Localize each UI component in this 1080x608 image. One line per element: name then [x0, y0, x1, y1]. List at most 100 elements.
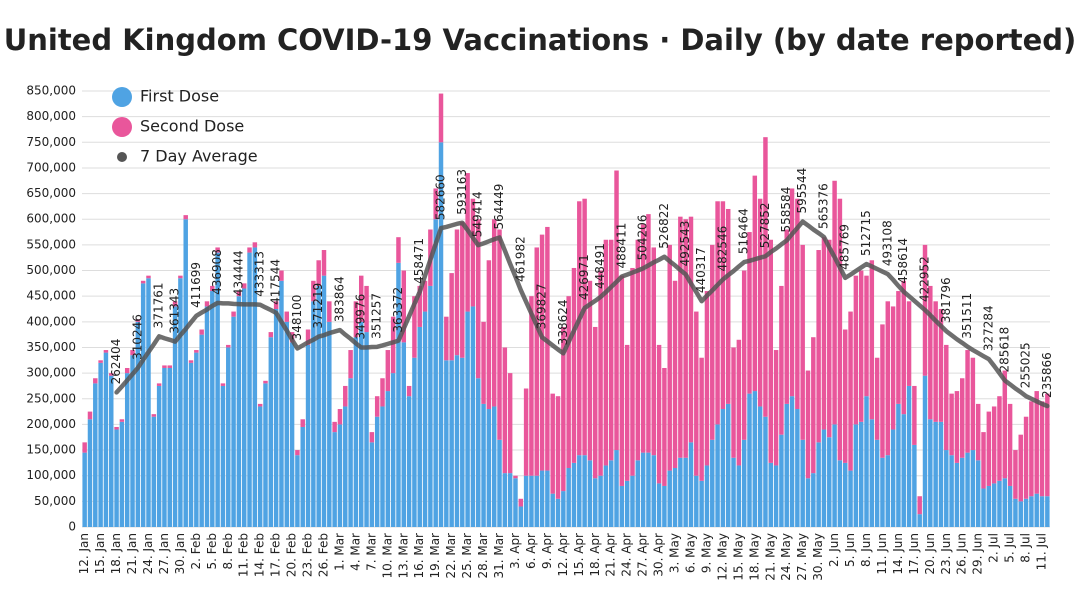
- x-tick-label: 30. May: [811, 533, 825, 581]
- bar: [438, 142, 444, 527]
- value-label: 255025: [1019, 342, 1033, 388]
- x-tick-label: 12. May: [715, 533, 729, 581]
- bar: [975, 403, 981, 461]
- x-tick-label: 28. Mar: [476, 533, 490, 579]
- bar: [635, 460, 641, 527]
- bar: [699, 357, 704, 481]
- x-tick-label: 17. Feb: [269, 533, 283, 577]
- y-tick-label: 300,000: [26, 366, 76, 380]
- value-label: 381796: [939, 277, 953, 323]
- bar: [130, 355, 135, 527]
- y-tick-label: 550,000: [26, 237, 76, 251]
- bar: [630, 267, 635, 476]
- bar: [672, 280, 678, 469]
- bar: [779, 285, 784, 435]
- bar: [247, 252, 252, 527]
- value-label: 363372: [391, 287, 405, 333]
- bar: [226, 347, 231, 527]
- bar: [364, 285, 369, 333]
- bar: [1029, 496, 1034, 527]
- x-tick-label: 22. Mar: [444, 533, 458, 579]
- bar: [827, 239, 832, 438]
- x-tick-label: 14. Feb: [253, 533, 267, 577]
- bar: [1045, 496, 1050, 527]
- bar: [795, 198, 800, 410]
- bar: [295, 450, 300, 456]
- value-label: 348100: [290, 295, 304, 341]
- bar: [327, 321, 332, 527]
- bar: [853, 424, 859, 527]
- bar: [768, 462, 774, 527]
- bar: [608, 239, 614, 461]
- value-label: 235866: [1040, 352, 1054, 398]
- value-label: 488411: [614, 223, 628, 269]
- bar: [928, 285, 933, 420]
- x-tick-label: 3. May: [668, 533, 682, 573]
- bar: [550, 393, 555, 494]
- bar: [646, 452, 651, 527]
- bar: [284, 311, 290, 322]
- value-label: 417544: [269, 259, 283, 305]
- value-label: 582660: [434, 174, 448, 220]
- bar: [715, 201, 720, 425]
- bar: [454, 229, 460, 356]
- y-tick-label: 0: [68, 520, 76, 534]
- value-label: 338624: [556, 299, 570, 345]
- x-tick-label: 7. Mar: [364, 533, 378, 571]
- bar: [667, 244, 672, 471]
- bar: [332, 421, 337, 433]
- bar: [353, 301, 359, 338]
- bar: [1023, 416, 1029, 499]
- bar: [912, 385, 917, 445]
- bar: [890, 306, 896, 430]
- bar: [827, 437, 832, 527]
- bar: [257, 406, 263, 527]
- bar: [710, 439, 715, 527]
- bar: [986, 411, 992, 486]
- bar: [518, 506, 524, 527]
- bar: [135, 319, 141, 322]
- x-tick-label: 24. May: [779, 533, 793, 581]
- bar: [646, 214, 651, 453]
- chart-title: United Kingdom COVID-19 Vaccinations · D…: [4, 23, 1077, 57]
- average-line: [114, 219, 1050, 409]
- bar: [869, 260, 875, 420]
- bar: [305, 344, 311, 527]
- bar: [640, 224, 646, 453]
- bar: [279, 270, 284, 281]
- bar: [369, 432, 375, 443]
- bar: [678, 457, 683, 527]
- bar: [87, 411, 93, 420]
- bar: [928, 419, 933, 527]
- bar: [178, 275, 183, 279]
- bar: [587, 280, 593, 461]
- value-label: 285618: [997, 327, 1011, 373]
- bar: [757, 198, 763, 407]
- bar: [837, 460, 843, 527]
- x-tick-label: 5. Jun: [843, 533, 857, 567]
- bar: [752, 175, 758, 392]
- bar: [146, 275, 151, 279]
- bar: [215, 247, 220, 253]
- x-tick-label: 11. Feb: [237, 533, 251, 577]
- bar: [1007, 403, 1013, 486]
- bar: [523, 388, 529, 476]
- x-tick-label: 1. Mar: [332, 533, 346, 571]
- bar: [864, 396, 869, 527]
- bar: [741, 270, 747, 440]
- y-tick-label: 850,000: [26, 84, 76, 98]
- bar: [353, 337, 359, 527]
- labels: 0 50,000 100,000 150,000 200,000 250,000 300,0…: [26, 84, 1053, 581]
- bar: [773, 350, 779, 466]
- bar: [236, 291, 242, 297]
- bar: [683, 219, 688, 458]
- bar: [358, 321, 364, 527]
- bar: [417, 285, 422, 327]
- bar: [343, 385, 348, 407]
- x-tick-label: 30. Jan: [173, 533, 187, 574]
- bar: [832, 424, 837, 527]
- bar: [757, 406, 763, 527]
- bar: [300, 419, 305, 427]
- x-tick-label: 12. Jan: [77, 533, 91, 574]
- bar: [476, 378, 481, 527]
